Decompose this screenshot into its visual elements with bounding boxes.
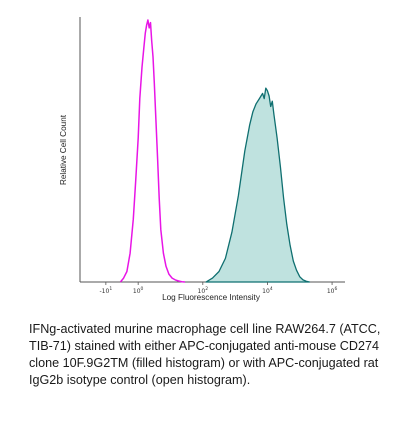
x-axis-label: Log Fluorescence Intensity [162,293,261,302]
series-layer [119,19,311,283]
figure-caption: IFNg-activated murine macrophage cell li… [29,322,381,387]
plot-area: -101 100 102 104 106 [79,17,345,295]
x-tick-label: 100 [133,286,144,295]
x-tick-label: 106 [327,286,338,295]
x-tick-label: 102 [198,286,209,295]
flow-cytometry-histogram: -101 100 102 104 106 Relative Cell Count Log… [59,17,345,302]
y-axis-label: Relative Cell Count [59,114,68,185]
x-tick-layer: -101 100 102 104 106 [100,282,338,295]
x-tick-label: 104 [262,286,273,295]
x-tick-label: -101 [100,286,113,295]
filled-histogram-series [205,87,311,283]
open-histogram-series [119,19,186,283]
